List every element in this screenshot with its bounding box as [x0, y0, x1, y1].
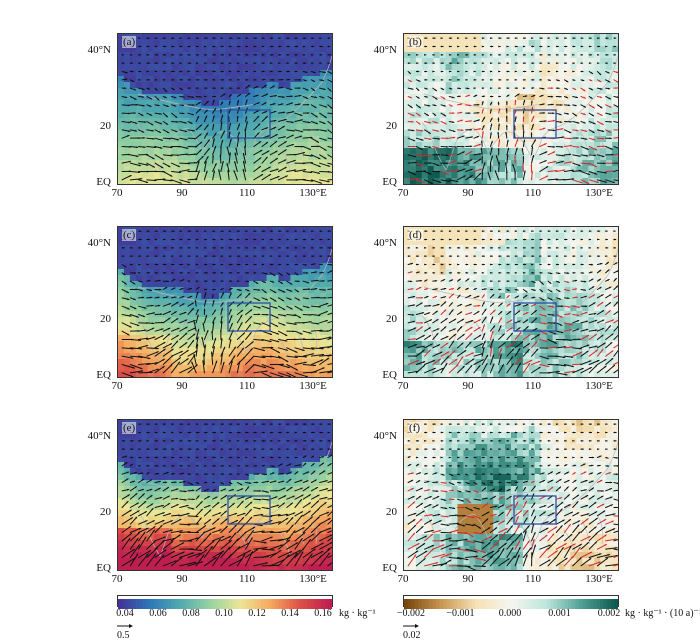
- x-tick-label: 130°E: [293, 573, 333, 585]
- y-tick-label: 40°N: [363, 44, 397, 56]
- map-panel-c: (c): [117, 226, 333, 378]
- x-tick-label: 130°E: [293, 187, 333, 199]
- x-tick-label: 130°E: [293, 380, 333, 392]
- y-tick-label: 40°N: [77, 237, 111, 249]
- x-tick-label: 110: [227, 187, 267, 199]
- x-tick-label: 70: [97, 573, 137, 585]
- trend-field: [404, 34, 618, 184]
- x-tick-label: 90: [162, 380, 202, 392]
- panel-label: (f): [408, 422, 421, 434]
- reference-vector-arrow: [402, 622, 422, 630]
- x-tick-label: 70: [383, 187, 423, 199]
- x-tick-label: 90: [448, 573, 488, 585]
- panel-label: (c): [122, 229, 136, 241]
- x-tick-label: 90: [162, 187, 202, 199]
- map-panel-e: (e): [117, 419, 333, 571]
- x-tick-label: 130°E: [579, 187, 619, 199]
- map-panel-a: (a): [117, 33, 333, 185]
- reference-vector-arrow: [116, 622, 136, 630]
- colorbar-trend: [403, 595, 619, 607]
- y-tick-label: 20: [77, 120, 111, 132]
- panel-label: (d): [408, 229, 423, 241]
- y-tick-label: 20: [77, 313, 111, 325]
- colorbar-humidity: [117, 595, 333, 607]
- x-tick-label: 70: [383, 573, 423, 585]
- x-tick-label: 110: [513, 380, 553, 392]
- x-tick-label: 110: [227, 380, 267, 392]
- x-tick-label: 110: [513, 573, 553, 585]
- colorbar-tick: 0.000: [488, 608, 532, 619]
- colorbar-tick: −0.002: [389, 608, 433, 619]
- x-tick-label: 90: [162, 573, 202, 585]
- panel-label: (a): [122, 36, 136, 48]
- colorbar-tick: −0.001: [439, 608, 483, 619]
- y-tick-label: 20: [363, 313, 397, 325]
- map-panel-d: (d): [403, 226, 619, 378]
- x-tick-label: 70: [97, 380, 137, 392]
- x-tick-label: 90: [448, 380, 488, 392]
- x-tick-label: 70: [97, 187, 137, 199]
- moisture-field: [118, 420, 332, 570]
- x-tick-label: 110: [513, 187, 553, 199]
- y-tick-label: 20: [363, 506, 397, 518]
- y-tick-label: 40°N: [363, 237, 397, 249]
- y-tick-label: 40°N: [77, 44, 111, 56]
- y-tick-label: 40°N: [77, 430, 111, 442]
- x-tick-label: 70: [383, 380, 423, 392]
- x-tick-label: 110: [227, 573, 267, 585]
- x-tick-label: 130°E: [579, 573, 619, 585]
- moisture-field: [118, 34, 332, 184]
- reference-vector-label: 0.02: [403, 630, 421, 641]
- map-panel-f: (f): [403, 419, 619, 571]
- map-panel-b: (b): [403, 33, 619, 185]
- y-tick-label: 20: [77, 506, 111, 518]
- x-tick-label: 90: [448, 187, 488, 199]
- colorbar-tick: 0.001: [538, 608, 582, 619]
- reference-vector-label: 0.5: [117, 630, 130, 641]
- x-tick-label: 130°E: [579, 380, 619, 392]
- y-tick-label: 40°N: [363, 430, 397, 442]
- colorbar-unit: kg · kg⁻¹ · (10 a)⁻¹: [625, 608, 700, 619]
- panel-label: (e): [122, 422, 136, 434]
- colorbar-unit: kg · kg⁻¹: [339, 608, 376, 619]
- panel-label: (b): [408, 36, 423, 48]
- y-tick-label: 20: [363, 120, 397, 132]
